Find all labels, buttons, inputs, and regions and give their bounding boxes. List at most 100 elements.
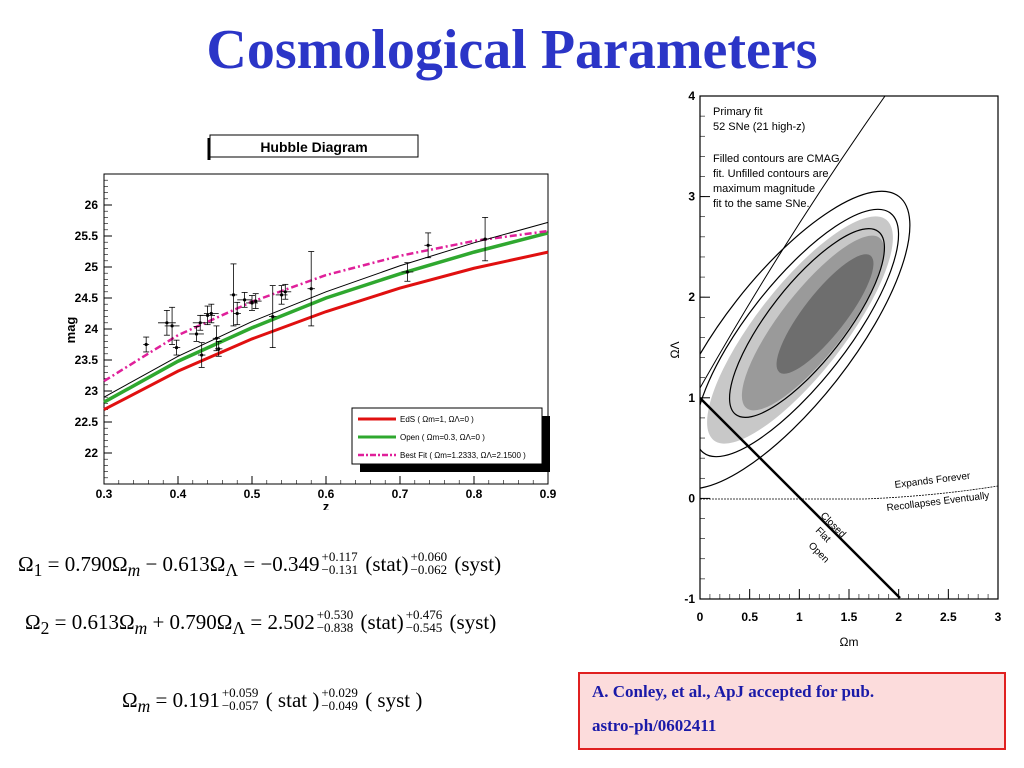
maxmag-contour-inner (728, 228, 886, 418)
eq1-term2: − 0.613Ω (140, 552, 226, 576)
y-tick-label: 23 (85, 384, 99, 398)
citation-box: A. Conley, et al., ApJ accepted for pub.… (578, 672, 1006, 750)
legend-open-label: Open ( Ωm=0.3, ΩΛ=0 ) (400, 433, 485, 442)
data-point (189, 326, 204, 342)
eq2-stat-errors: +0.530 −0.838 (317, 608, 354, 634)
data-point (249, 293, 262, 309)
eq1-lhs: Ω (18, 552, 34, 576)
omega-y-tick-label: 3 (688, 190, 695, 204)
y-tick-label: 22 (85, 446, 99, 460)
x-tick-label: 0.8 (466, 487, 483, 501)
eq2-syst-errors: +0.476 −0.545 (406, 608, 443, 634)
eq2-lhs: Ω (25, 610, 41, 634)
eq3-stat-minus: −0.057 (221, 698, 259, 714)
eq3-stat-plus: +0.059 (221, 685, 259, 701)
open-curve (103, 231, 549, 404)
data-point (481, 217, 489, 262)
citation-line1: A. Conley, et al., ApJ accepted for pub. (592, 682, 875, 701)
eq1-stat-errors: +0.117 −0.131 (322, 550, 359, 576)
data-point (269, 285, 277, 349)
omega-x-tick-label: 0 (697, 610, 704, 624)
eq2-syst: (syst) (444, 610, 497, 634)
label-open: Open (806, 540, 831, 565)
eq2-stat-plus: +0.530 (316, 607, 354, 623)
data-point (279, 283, 292, 300)
slide-title: Cosmological Parameters (206, 19, 818, 81)
annotation-filled-contours-3: maximum magnitude (713, 183, 815, 195)
annotation-filled-contours-1: Filled contours are CMAG (713, 153, 840, 165)
legend-eds-label: EdS ( Ωm=1, ΩΛ=0 ) (400, 415, 474, 424)
omega-y-tick-label: 0 (688, 491, 695, 505)
eq1-syst: (syst) (449, 552, 502, 576)
eq3-syst-errors: +0.029 −0.049 (321, 686, 358, 712)
chart-title: Hubble Diagram (260, 139, 367, 155)
eq2-term1: = 0.613Ω (49, 610, 135, 634)
eq1-syst-minus: −0.062 (410, 562, 448, 578)
x-tick-label: 0.3 (96, 487, 113, 501)
eq2-stat: (stat) (355, 610, 404, 634)
data-point (215, 340, 223, 357)
omega-x-tick-label: 0.5 (741, 610, 758, 624)
omega-y-tick-label: 1 (688, 391, 695, 405)
x-tick-label: 0.4 (170, 487, 187, 501)
label-expands-forever: Expands Forever (894, 471, 972, 491)
eq3-syst-plus: +0.029 (321, 685, 358, 701)
eq1-term1: = 0.790Ω (42, 552, 128, 576)
data-point (143, 336, 150, 353)
y-tick-label: 25 (85, 260, 99, 274)
eq3-lhs: Ω (122, 688, 138, 712)
eq2-term2: + 0.790Ω (147, 610, 233, 634)
data-point (200, 305, 215, 326)
x-tick-label: 0.9 (540, 487, 557, 501)
eq1-stat-minus: −0.131 (321, 562, 359, 578)
eq1-syst-plus: +0.060 (410, 549, 448, 565)
eq3-value: = 0.191 (150, 688, 220, 712)
equation-omega-m: Ωm = 0.191 +0.059 −0.057 ( stat ) +0.029 −0.… (122, 686, 422, 717)
eq1-stat: (stat) (360, 552, 409, 576)
x-axis-label: z (323, 499, 330, 510)
x-tick-label: 0.5 (244, 487, 261, 501)
y-tick-label: 24 (85, 322, 99, 336)
y-tick-label: 22.5 (75, 415, 99, 429)
eq2-syst-plus: +0.476 (405, 607, 443, 623)
annotation-sne-count: 52 SNe (21 high-z) (713, 121, 805, 133)
omega-y-axis-label: ΩΛ (668, 342, 682, 359)
eq3-stat: ( stat ) (260, 688, 320, 712)
x-tick-label: 0.7 (392, 487, 409, 501)
maxmag-contour-middle (700, 208, 900, 458)
omega-y-tick-label: 4 (688, 89, 695, 103)
omega-y-tick-label: 2 (688, 290, 695, 304)
data-point (307, 251, 315, 327)
eq1-sub-lambda: Λ (225, 560, 239, 581)
data-point (197, 342, 206, 368)
omega-x-tick-label: 2.5 (940, 610, 957, 624)
data-point (237, 292, 252, 308)
eq2-value: = 2.502 (245, 610, 315, 634)
maxmag-contour-outer (700, 190, 911, 490)
annotation-filled-contours-2: fit. Unfilled contours are (713, 168, 829, 180)
omega-x-tick-label: 2 (895, 610, 902, 624)
expansion-boundary (700, 485, 998, 500)
eq1-stat-plus: +0.117 (321, 549, 358, 565)
data-point (172, 339, 181, 356)
annotation-filled-contours-4: fit to the same SNe. (713, 198, 810, 210)
eq3-syst-minus: −0.049 (321, 698, 358, 714)
eq2-sub-lambda: Λ (232, 618, 246, 639)
omega-x-tick-label: 1.5 (841, 610, 858, 624)
data-point (203, 303, 219, 324)
omega-x-tick-label: 3 (995, 610, 1002, 624)
y-tick-label: 24.5 (75, 291, 99, 305)
equation-omega1: Ω1 = 0.790Ωm − 0.613ΩΛ = −0.349 +0.117 −0.… (18, 549, 502, 581)
y-tick-label: 23.5 (75, 353, 99, 367)
eq1-lhs-sub: 1 (33, 560, 43, 581)
flat-universe-line (700, 397, 901, 599)
eq2-syst-minus: −0.545 (405, 620, 443, 636)
y-axis-label: mag (63, 317, 78, 344)
eq2-sub-m: m (134, 618, 148, 639)
eq3-lhs-sub: m (137, 696, 151, 717)
data-point (233, 301, 241, 326)
annotation-primary-fit: Primary fit (713, 106, 763, 118)
data-point (229, 263, 238, 327)
eq3-stat-errors: +0.059 −0.057 (222, 686, 259, 712)
